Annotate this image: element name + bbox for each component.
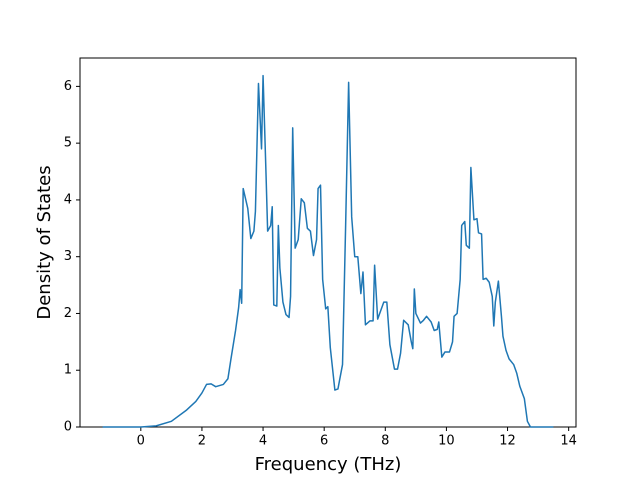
x-tick-label: 10 — [438, 434, 455, 449]
y-tick-label: 5 — [64, 136, 72, 151]
dos-line — [102, 74, 554, 428]
plot-frame — [79, 57, 577, 428]
y-axis-label: Density of States — [34, 165, 55, 319]
y-tick-label: 1 — [64, 363, 72, 378]
y-tick-label: 6 — [64, 79, 72, 94]
y-tick-label: 2 — [64, 306, 72, 321]
x-tick-label: 12 — [499, 434, 516, 449]
x-tick-label: 8 — [381, 434, 389, 449]
x-tick-label: 14 — [560, 434, 577, 449]
y-tick-label: 4 — [64, 192, 72, 207]
x-axis-label: Frequency (THz) — [255, 454, 402, 475]
y-tick-label: 0 — [64, 420, 72, 435]
x-tick-label: 6 — [320, 434, 328, 449]
x-tick-label: 4 — [259, 434, 267, 449]
y-tick-label: 3 — [64, 249, 72, 264]
x-tick-label: 0 — [137, 434, 145, 449]
x-tick-label: 2 — [198, 434, 206, 449]
